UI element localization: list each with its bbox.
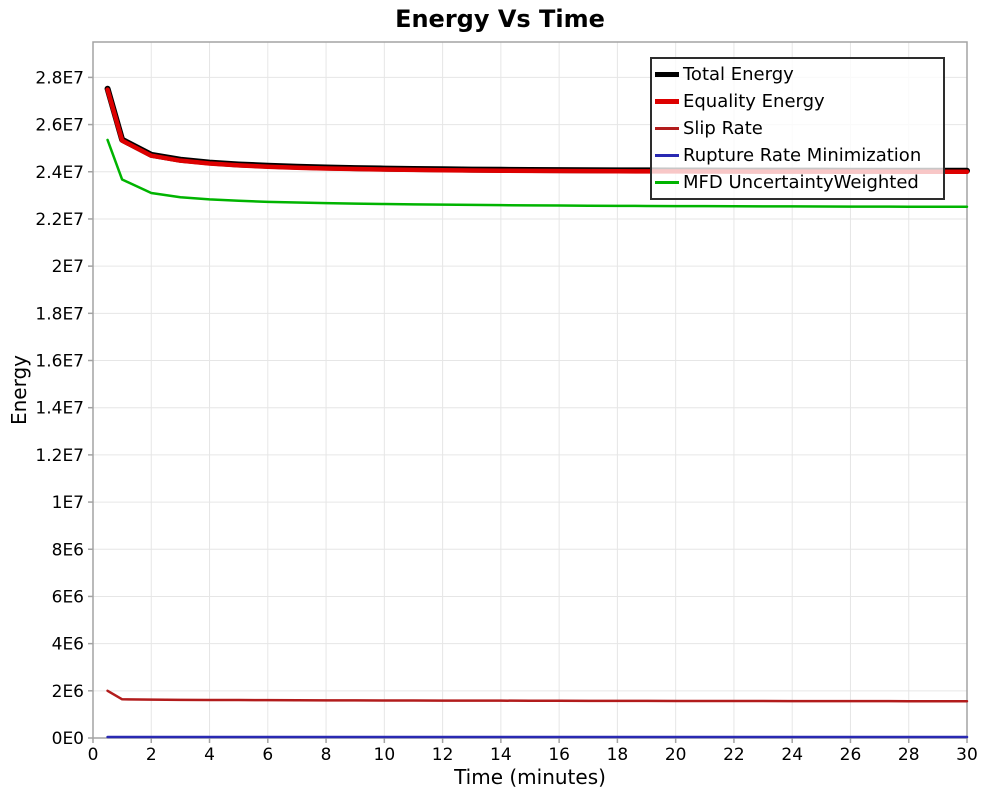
x-tick-label: 10 [374, 745, 396, 765]
legend-swatch [655, 99, 679, 104]
y-tick-label: 0E0 [52, 729, 84, 749]
legend-swatch [655, 181, 679, 184]
y-tick-label: 1.6E7 [35, 352, 84, 372]
legend-label: Rupture Rate Minimization [683, 145, 922, 166]
y-axis-title: Energy [7, 354, 31, 426]
x-tick-label: 20 [665, 745, 687, 765]
legend-swatch [655, 72, 679, 77]
legend-swatch [655, 127, 679, 130]
legend-item: Equality Energy [655, 91, 943, 112]
legend-label: MFD UncertaintyWeighted [683, 172, 919, 193]
chart-title: Energy Vs Time [395, 5, 605, 33]
y-tick-label: 2.4E7 [35, 163, 84, 183]
y-tick-label: 8E6 [52, 540, 84, 560]
series-line-slip-rate [106, 689, 969, 703]
x-tick-label: 28 [898, 745, 920, 765]
y-tick-label: 4E6 [52, 635, 84, 655]
x-tick-label: 4 [204, 745, 215, 765]
x-tick-label: 26 [840, 745, 862, 765]
x-axis-title: Time (minutes) [454, 765, 606, 789]
legend-label: Equality Energy [683, 91, 825, 112]
legend-item: Slip Rate [655, 118, 943, 139]
legend-label: Slip Rate [683, 118, 763, 139]
x-tick-label: 0 [88, 745, 99, 765]
y-tick-label: 1.4E7 [35, 399, 84, 419]
x-tick-label: 2 [146, 745, 157, 765]
x-tick-label: 8 [321, 745, 332, 765]
x-tick-label: 16 [548, 745, 570, 765]
x-tick-label: 6 [262, 745, 273, 765]
y-tick-label: 2.6E7 [35, 116, 84, 136]
legend: Total Energy Equality Energy Slip Rate Rupt… [650, 57, 945, 200]
x-tick-label: 18 [607, 745, 629, 765]
legend-label: Total Energy [683, 64, 794, 85]
x-tick-label: 24 [781, 745, 803, 765]
series-line-mfd-uncertaintyweighted [106, 138, 969, 209]
x-tick-label: 22 [723, 745, 745, 765]
legend-item: Total Energy [655, 64, 943, 85]
y-tick-label: 2.8E7 [35, 68, 84, 88]
y-tick-label: 6E6 [52, 587, 84, 607]
x-tick-label: 30 [956, 745, 978, 765]
y-tick-label: 2E7 [52, 257, 84, 277]
legend-item: MFD UncertaintyWeighted [655, 172, 943, 193]
y-tick-label: 1.2E7 [35, 446, 84, 466]
x-tick-label: 14 [490, 745, 512, 765]
legend-item: Rupture Rate Minimization [655, 145, 943, 166]
y-axis-title-wrap: Energy [0, 42, 38, 738]
y-tick-label: 2E6 [52, 682, 84, 702]
legend-swatch [655, 154, 679, 157]
y-tick-label: 2.2E7 [35, 210, 84, 230]
y-tick-label: 1E7 [52, 493, 84, 513]
x-tick-label: 12 [432, 745, 454, 765]
y-tick-label: 1.8E7 [35, 304, 84, 324]
